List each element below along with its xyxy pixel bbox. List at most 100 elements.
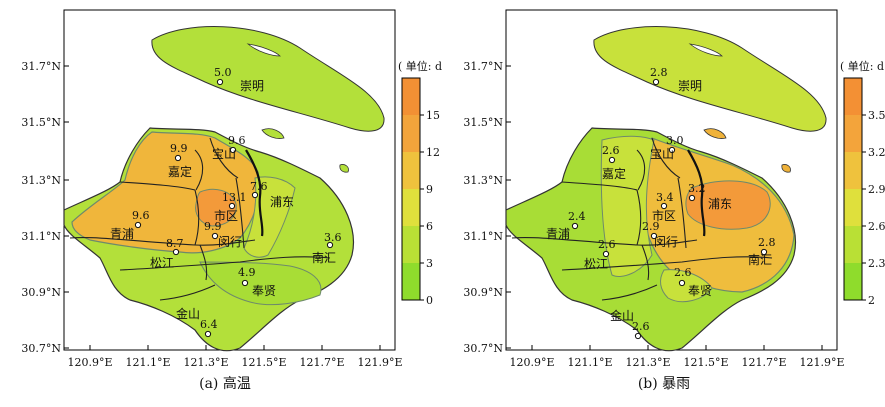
- district-name-qingpu: 青浦: [110, 227, 134, 241]
- colorbar-tick-label: 12: [426, 146, 440, 159]
- x-tick-label: 121.1°E: [125, 356, 170, 369]
- x-tick-label: 121.5°E: [241, 356, 286, 369]
- y-tick-label: 30.7°N: [21, 342, 61, 355]
- colorbar-unit-label: ( 单位: d ): [398, 59, 443, 73]
- station-marker: [211, 232, 219, 240]
- y-axis-labels: 31.7°N 31.5°N 31.3°N 31.1°N 30.9°N 30.7°…: [21, 60, 61, 355]
- map-panel-rainstorm: 2.8 3.0 2.6 3.4 3.2 2.4 2.9 2.6 2.8 2.6 …: [442, 0, 885, 407]
- station-value-jiading: 2.6: [602, 144, 620, 157]
- district-name-baoshan: 宝山: [650, 147, 674, 161]
- station-value-minhang: 9.9: [204, 220, 222, 233]
- station-value-nanhui: 2.8: [758, 236, 776, 249]
- station-value-minhang: 2.9: [642, 220, 660, 233]
- station-value-songjiang: 2.6: [598, 238, 616, 251]
- station-marker: [652, 78, 660, 86]
- colorbar-segment: [402, 263, 420, 300]
- contour-mid: [600, 135, 655, 277]
- y-tick-label: 31.1°N: [21, 230, 61, 243]
- district-name-minhang: 闵行: [654, 234, 678, 249]
- y-tick-label: 30.9°N: [463, 286, 503, 299]
- x-tick-label: 121.9°E: [799, 356, 844, 369]
- x-axis-labels: 120.9°E 121.1°E 121.3°E 121.5°E 121.7°E …: [67, 356, 402, 369]
- district-name-labels: 崇明 宝山 嘉定 浦东 市区 青浦 闵行 松江 南汇 奉贤 金山: [110, 79, 336, 321]
- x-tick-label: 120.9°E: [67, 356, 112, 369]
- station-marker: [216, 78, 224, 86]
- small-islet-2: [781, 164, 791, 173]
- station-marker: [760, 248, 768, 256]
- colorbar-segment: [402, 226, 420, 263]
- district-name-minhang: 闵行: [218, 234, 242, 249]
- district-boundaries: [511, 137, 773, 301]
- panel-caption: (a) 高温: [199, 375, 251, 392]
- station-value-fengxian: 2.6: [674, 266, 692, 279]
- station-value-fengxian: 4.9: [238, 266, 256, 279]
- map-panel-heatwave: 5.0 9.6 9.9 13.1 7.6 9.6 9.9 8.7 3.6 4.9…: [21, 9, 450, 392]
- colorbar-tick-label: 9: [426, 183, 433, 196]
- district-name-shiqu: 市区: [214, 208, 238, 223]
- district-name-chongming: 崇明: [678, 79, 702, 93]
- x-tick-label: 121.7°E: [741, 356, 786, 369]
- station-value-chongming: 2.8: [650, 66, 668, 79]
- colorbar-tick-label: 3.2: [868, 146, 885, 159]
- station-marker: [602, 250, 610, 258]
- station-value-jiading: 9.9: [170, 142, 188, 155]
- station-marker: [229, 146, 237, 154]
- district-name-fengxian: 奉贤: [252, 284, 276, 298]
- huangpu-river: [245, 149, 264, 237]
- x-tick-label: 121.3°E: [625, 356, 670, 369]
- station-markers: [571, 78, 768, 340]
- colorbar-segment: [402, 189, 420, 226]
- district-name-songjiang: 松江: [150, 256, 174, 270]
- district-name-fengxian: 奉贤: [688, 284, 712, 298]
- colorbar-segment: [844, 115, 862, 152]
- station-marker: [172, 248, 180, 256]
- district-name-chongming: 崇明: [240, 79, 264, 93]
- small-islet-1: [703, 128, 727, 139]
- colorbar-tick-label: 2.6: [868, 220, 885, 233]
- x-tick-label: 121.3°E: [183, 356, 228, 369]
- x-axis-labels: 120.9°E 121.1°E 121.3°E 121.5°E 121.7°E …: [509, 356, 844, 369]
- district-name-baoshan: 宝山: [212, 147, 236, 161]
- colorbar-segment: [844, 189, 862, 226]
- y-tick-label: 31.5°N: [21, 116, 61, 129]
- district-name-labels: 崇明 宝山 嘉定 浦东 市区 青浦 闵行 松江 南汇 奉贤 金山: [546, 79, 772, 323]
- district-name-jinshan: 金山: [176, 306, 200, 321]
- islet-white: [688, 43, 723, 57]
- colorbar: 2 2.3 2.6 2.9 3.2 3.5: [843, 77, 885, 307]
- station-value-baoshan: 3.0: [666, 134, 684, 147]
- colorbar-tick-label: 6: [426, 220, 433, 233]
- islet-white: [246, 43, 281, 57]
- colorbar-segment: [402, 78, 420, 115]
- district-name-nanhui: 南汇: [748, 252, 772, 267]
- station-marker: [660, 202, 668, 210]
- colorbar-segment: [844, 263, 862, 300]
- station-marker: [228, 202, 236, 210]
- y-tick-label: 30.7°N: [463, 342, 503, 355]
- colorbar-unit-label: ( 单位: d ): [840, 59, 885, 73]
- y-tick-label: 30.9°N: [21, 286, 61, 299]
- y-axis-labels: 31.7°N 31.5°N 31.3°N 31.1°N 30.9°N 30.7°…: [463, 60, 503, 355]
- colorbar-tick-label: 2: [868, 294, 875, 307]
- y-tick-label: 31.7°N: [463, 60, 503, 73]
- colorbar-segment: [402, 152, 420, 189]
- station-value-chongming: 5.0: [214, 66, 232, 79]
- station-marker: [668, 146, 676, 154]
- station-value-nanhui: 3.6: [324, 231, 342, 244]
- y-tick-label: 31.5°N: [463, 116, 503, 129]
- station-value-baoshan: 9.6: [228, 134, 246, 147]
- colorbar-segment: [402, 115, 420, 152]
- station-value-shiqu: 3.4: [656, 191, 674, 204]
- station-value-pudong: 3.2: [688, 182, 706, 195]
- huangpu-river: [687, 149, 706, 237]
- colorbar-tick-label: 3: [426, 257, 433, 270]
- colorbar-tick-label: 0: [426, 294, 433, 307]
- x-tick-label: 121.5°E: [683, 356, 728, 369]
- colorbar-tick-label: 2.3: [868, 257, 885, 270]
- district-name-qingpu: 青浦: [546, 227, 570, 241]
- station-marker: [688, 194, 696, 202]
- axis-ticks: [506, 65, 823, 350]
- station-marker: [174, 154, 182, 162]
- station-value-labels: 2.8 3.0 2.6 3.4 3.2 2.4 2.9 2.6 2.8 2.6 …: [568, 66, 776, 333]
- chongming-island: [593, 26, 827, 132]
- colorbar-segment: [844, 152, 862, 189]
